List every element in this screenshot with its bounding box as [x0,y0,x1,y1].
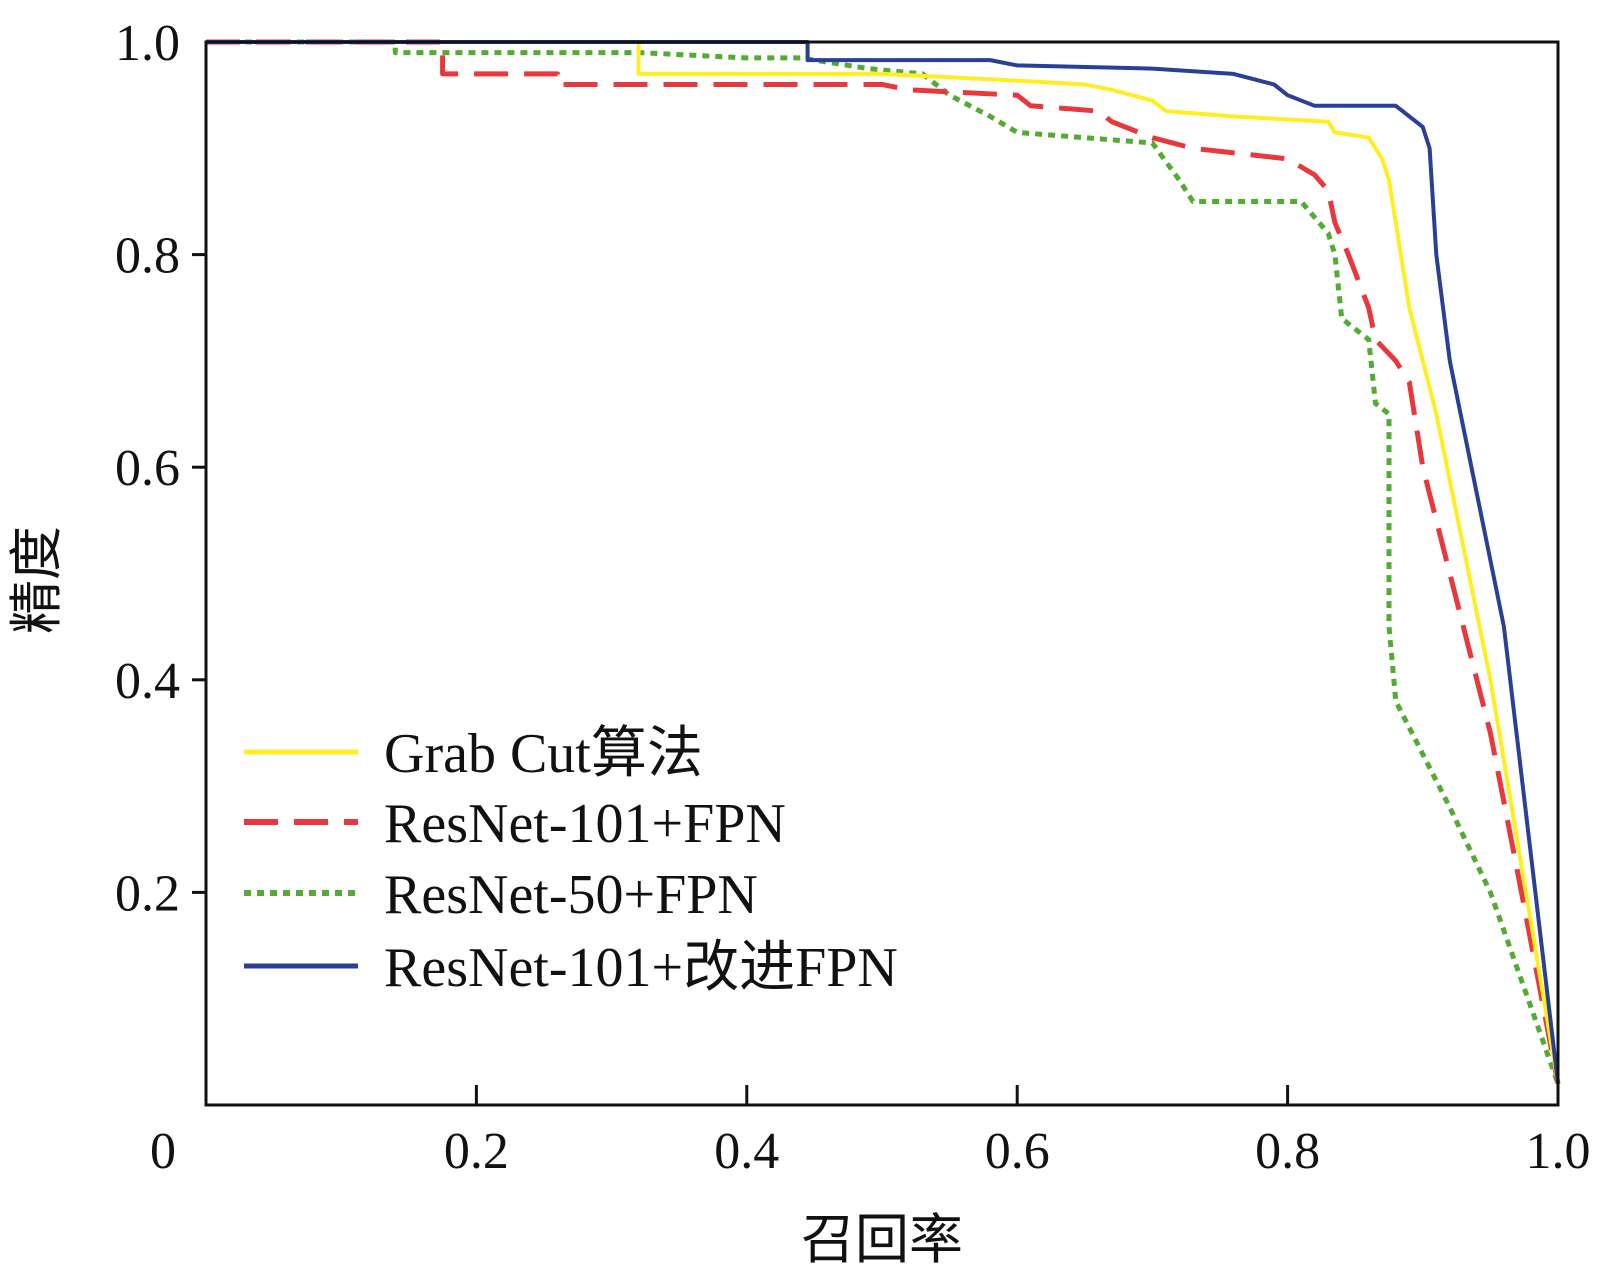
legend-label: Grab Cut算法 [384,723,703,785]
ticks: 0 0.2 0.4 0.6 0.8 1.0 0.2 0.4 0.6 0.8 1.0 [115,15,1591,1180]
plot-lines [206,39,1561,1085]
x-tick-label: 0.6 [985,1123,1050,1180]
x-tick-label: 1.0 [1526,1123,1591,1180]
y-tick-label: 1.0 [115,15,180,72]
x-tick-label: 0 [150,1123,176,1180]
y-tick-label: 0.2 [115,865,180,922]
series-line-resnet-50-fpn [206,39,1561,1085]
series-line-resnet-101-fpn [206,39,1561,1085]
plot-frame [204,40,1560,1107]
x-tick-label: 0.8 [1255,1123,1320,1180]
series-line-resnet-101-fpn [206,40,1560,1084]
legend-label: ResNet-101+FPN [384,793,786,855]
y-tick-label: 0.6 [115,440,180,497]
legend: Grab Cut算法 ResNet-101+FPN ResNet-50+FPN Res… [244,723,898,999]
legend-label: ResNet-50+FPN [384,864,758,926]
axes [204,40,1560,1107]
y-axis-title: 精度 [5,526,68,634]
series-line-grab-cut [206,40,1560,1085]
x-axis-title: 召回率 [801,1208,963,1271]
x-tick-label: 0.2 [444,1123,509,1180]
y-tick-label: 0.4 [115,653,180,710]
legend-label: ResNet-101+改进FPN [384,937,898,999]
x-tick-label: 0.4 [714,1123,779,1180]
y-tick-label: 0.8 [115,228,180,285]
